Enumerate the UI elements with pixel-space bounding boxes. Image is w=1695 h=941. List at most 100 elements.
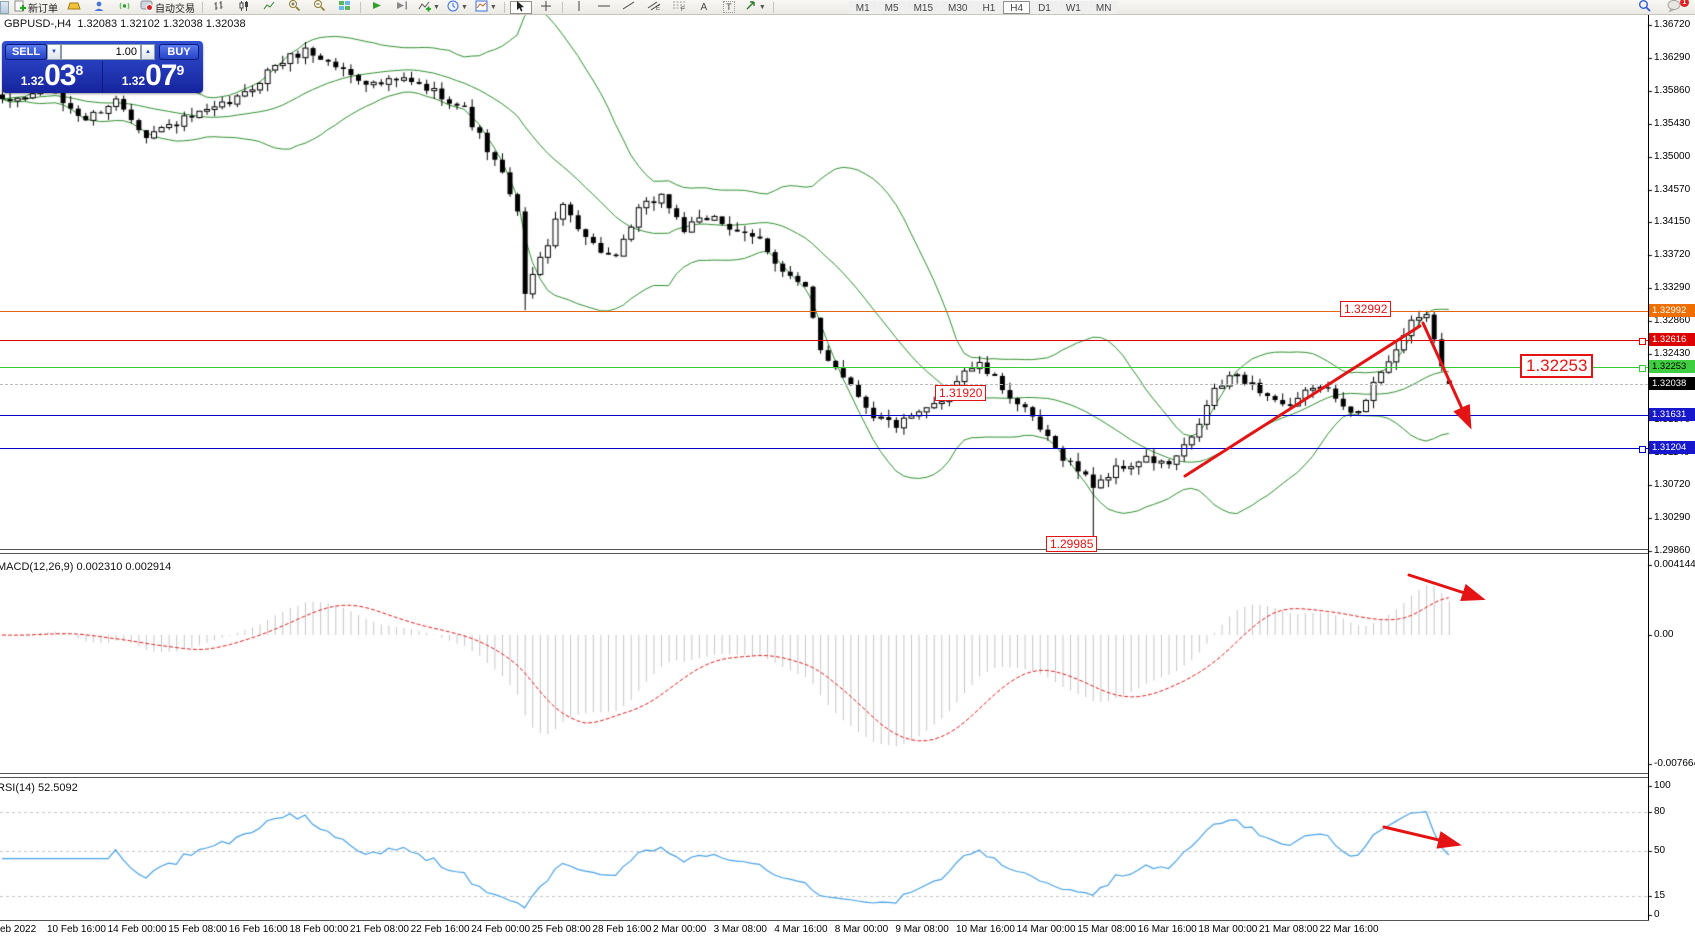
arrows-button[interactable]: ▼ <box>743 1 768 14</box>
line-chart-icon <box>263 0 275 15</box>
candlestick-chart-icon <box>238 0 250 15</box>
timeframe-W1[interactable]: W1 <box>1058 0 1088 14</box>
timeframe-group: M1 M5 M15 M30 H1 H4 D1 W1 MN <box>848 0 1119 14</box>
clipped-toolbar-icon[interactable] <box>0 0 9 14</box>
bar-chart-button[interactable] <box>208 0 230 15</box>
indicator-add-icon <box>418 0 431 15</box>
search-button[interactable] <box>1633 0 1655 14</box>
crosshair-button[interactable] <box>535 0 557 15</box>
time-axis-label: 24 Feb 00:00 <box>471 924 531 935</box>
price-tag: 1.32253 <box>1649 360 1695 373</box>
gold-icon-button[interactable] <box>63 1 85 14</box>
new-order-icon <box>14 0 26 15</box>
time-axis-label: 21 Feb 08:00 <box>350 924 409 935</box>
sell-price-sup: 8 <box>75 62 84 78</box>
indicators-button[interactable]: ▼ <box>416 1 442 14</box>
price-axis-tick: 1.30290 <box>1654 512 1691 523</box>
gold-icon <box>67 1 81 14</box>
horizontal-line-button[interactable] <box>593 1 615 14</box>
price-axis-tick: 1.34150 <box>1654 216 1691 227</box>
trendline-icon <box>622 0 635 14</box>
buy-button[interactable]: BUY <box>159 44 199 60</box>
tile-windows-icon <box>338 0 351 15</box>
auto-scroll-button[interactable] <box>366 1 388 14</box>
line-marker[interactable] <box>1639 446 1646 453</box>
volume-decrease-button[interactable]: ▼ <box>47 44 61 60</box>
text-label-button[interactable]: T <box>718 1 740 14</box>
price-axis-line[interactable] <box>1648 14 1649 920</box>
new-order-button[interactable]: 新订单 <box>12 0 60 15</box>
horizontal-level-line[interactable] <box>0 367 1648 368</box>
chevron-down-icon: ▼ <box>758 3 766 11</box>
svg-text:F: F <box>681 7 685 11</box>
zoom-in-button[interactable] <box>283 0 305 14</box>
horizontal-level-line[interactable] <box>0 415 1648 416</box>
buy-price-display: 1.32 07 9 <box>103 61 203 93</box>
timeframe-MN[interactable]: MN <box>1088 0 1119 14</box>
pane-border <box>0 777 1648 778</box>
auto-trading-button[interactable]: 自动交易 <box>138 0 197 15</box>
time-axis-label: 21 Mar 08:00 <box>1259 924 1318 935</box>
svg-text:E: E <box>656 6 660 11</box>
sell-button[interactable]: SELL <box>5 44 47 60</box>
price-axis-tick: 1.29860 <box>1654 545 1691 556</box>
tile-windows-button[interactable] <box>333 0 355 15</box>
profile-button[interactable] <box>88 1 110 14</box>
time-axis-label: eb 2022 <box>0 924 37 935</box>
zoom-out-button[interactable] <box>308 0 330 14</box>
text-button[interactable]: A <box>693 1 715 14</box>
timeframe-M5[interactable]: M5 <box>877 0 906 14</box>
chevron-down-icon: ▼ <box>51 49 57 55</box>
time-axis-label: 4 Mar 16:00 <box>774 924 828 935</box>
periods-button[interactable]: ▼ <box>445 0 470 15</box>
price-tag: 1.32038 <box>1649 377 1695 390</box>
line-marker[interactable] <box>1639 365 1646 372</box>
volume-input[interactable] <box>61 44 141 60</box>
price-tag: 1.31204 <box>1649 441 1695 454</box>
price-annotation[interactable]: 1.31920 <box>935 385 987 401</box>
timeframe-M15[interactable]: M15 <box>906 0 941 14</box>
price-display-row: 1.32 03 8 1.32 07 9 <box>2 61 203 93</box>
annotation-connector-line <box>1592 367 1646 368</box>
fibonacci-icon: F <box>672 0 686 14</box>
notifications-button[interactable]: 1 <box>1663 0 1689 14</box>
timeframe-H1[interactable]: H1 <box>975 0 1003 14</box>
channel-button[interactable]: E <box>643 1 665 14</box>
line-marker[interactable] <box>1639 338 1646 345</box>
candlestick-chart-button[interactable] <box>233 0 255 15</box>
horizontal-level-line[interactable] <box>0 384 1648 385</box>
signal-button[interactable] <box>113 1 135 14</box>
timeframe-H4[interactable]: H4 <box>1003 0 1031 14</box>
price-axis-tick: 1.34570 <box>1654 184 1691 195</box>
timeframe-D1[interactable]: D1 <box>1031 0 1058 14</box>
volume-increase-button[interactable]: ▲ <box>141 44 155 60</box>
horizontal-level-line[interactable] <box>0 340 1648 341</box>
fibonacci-button[interactable]: F <box>668 1 690 14</box>
horizontal-level-line[interactable] <box>0 448 1648 449</box>
rsi-label: RSI(14) 52.5092 <box>0 782 78 794</box>
crosshair-icon <box>540 0 552 15</box>
templates-button[interactable]: ▼ <box>473 0 499 14</box>
trendline-button[interactable] <box>618 1 640 14</box>
time-axis-label: 2 Mar 00:00 <box>653 924 707 935</box>
time-axis-label: 15 Feb 08:00 <box>168 924 228 935</box>
line-chart-button[interactable] <box>258 1 280 14</box>
price-annotation[interactable]: 1.32992 <box>1340 301 1392 317</box>
price-annotation[interactable]: 1.32253 <box>1520 354 1594 378</box>
price-annotation[interactable]: 1.29985 <box>1046 536 1098 552</box>
bar-chart-icon <box>213 0 225 15</box>
macd-axis-label: 0.00 <box>1654 629 1674 640</box>
auto-trading-label: 自动交易 <box>155 3 195 15</box>
arrow-shapes-icon <box>745 0 757 14</box>
time-axis-label: 18 Feb 00:00 <box>289 924 349 935</box>
chart-shift-button[interactable] <box>391 1 413 14</box>
vertical-line-button[interactable] <box>568 0 590 14</box>
clock-icon <box>447 0 459 15</box>
cursor-button[interactable] <box>509 0 532 14</box>
rsi-axis-label: 0 <box>1654 909 1660 920</box>
timeframe-M1[interactable]: M1 <box>848 0 877 14</box>
timeframe-M30[interactable]: M30 <box>941 0 975 14</box>
new-order-label: 新订单 <box>28 3 58 15</box>
horizontal-level-line[interactable] <box>0 311 1648 312</box>
